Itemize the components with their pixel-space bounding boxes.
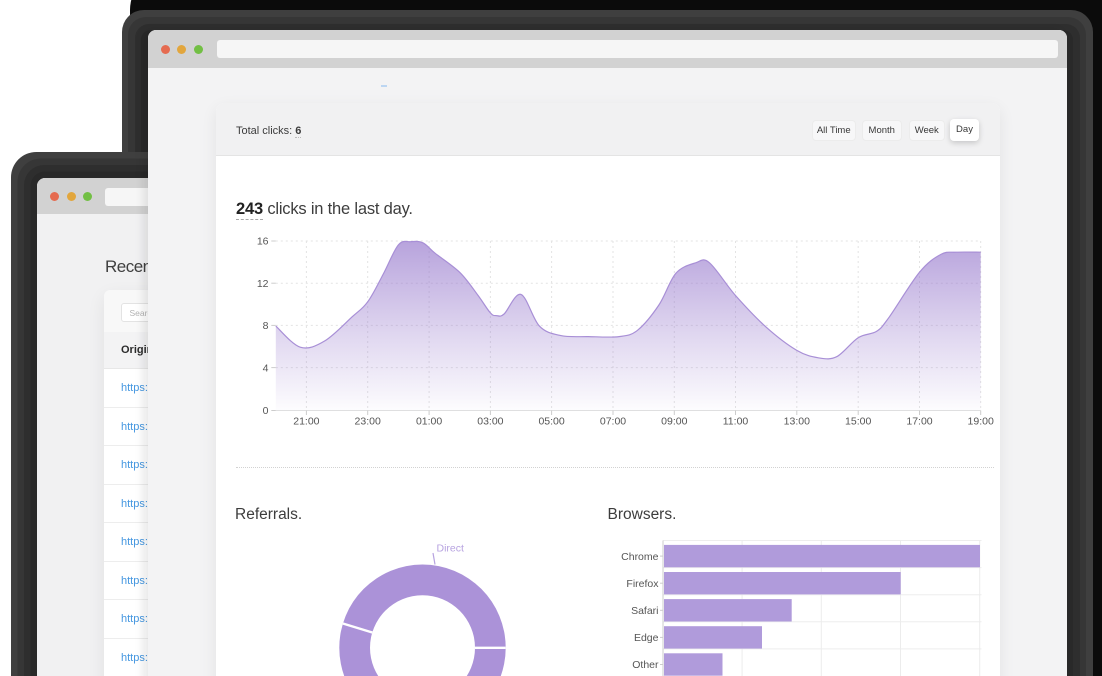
svg-text:15:00: 15:00 [845,416,871,428]
svg-text:01:00: 01:00 [415,416,441,428]
svg-text:16: 16 [256,236,268,248]
svg-text:4: 4 [262,362,268,374]
svg-text:Safari: Safari [631,605,658,617]
svg-text:17:00: 17:00 [906,416,932,428]
svg-text:19:00: 19:00 [967,416,993,428]
svg-text:Firefox: Firefox [626,578,659,590]
svg-text:13:00: 13:00 [783,416,809,428]
svg-text:07:00: 07:00 [599,416,625,428]
svg-text:Other: Other [632,659,659,671]
svg-text:Chrome: Chrome [621,551,659,563]
svg-text:Edge: Edge [633,632,658,644]
svg-text:03:00: 03:00 [477,416,503,428]
svg-text:11:00: 11:00 [722,416,748,428]
svg-text:8: 8 [262,320,268,332]
svg-text:05:00: 05:00 [538,416,564,428]
svg-text:Direct: Direct [436,543,464,555]
svg-text:0: 0 [262,405,268,417]
svg-text:23:00: 23:00 [354,416,380,428]
svg-text:12: 12 [256,278,268,290]
svg-text:09:00: 09:00 [661,416,687,428]
svg-text:21:00: 21:00 [293,416,319,428]
